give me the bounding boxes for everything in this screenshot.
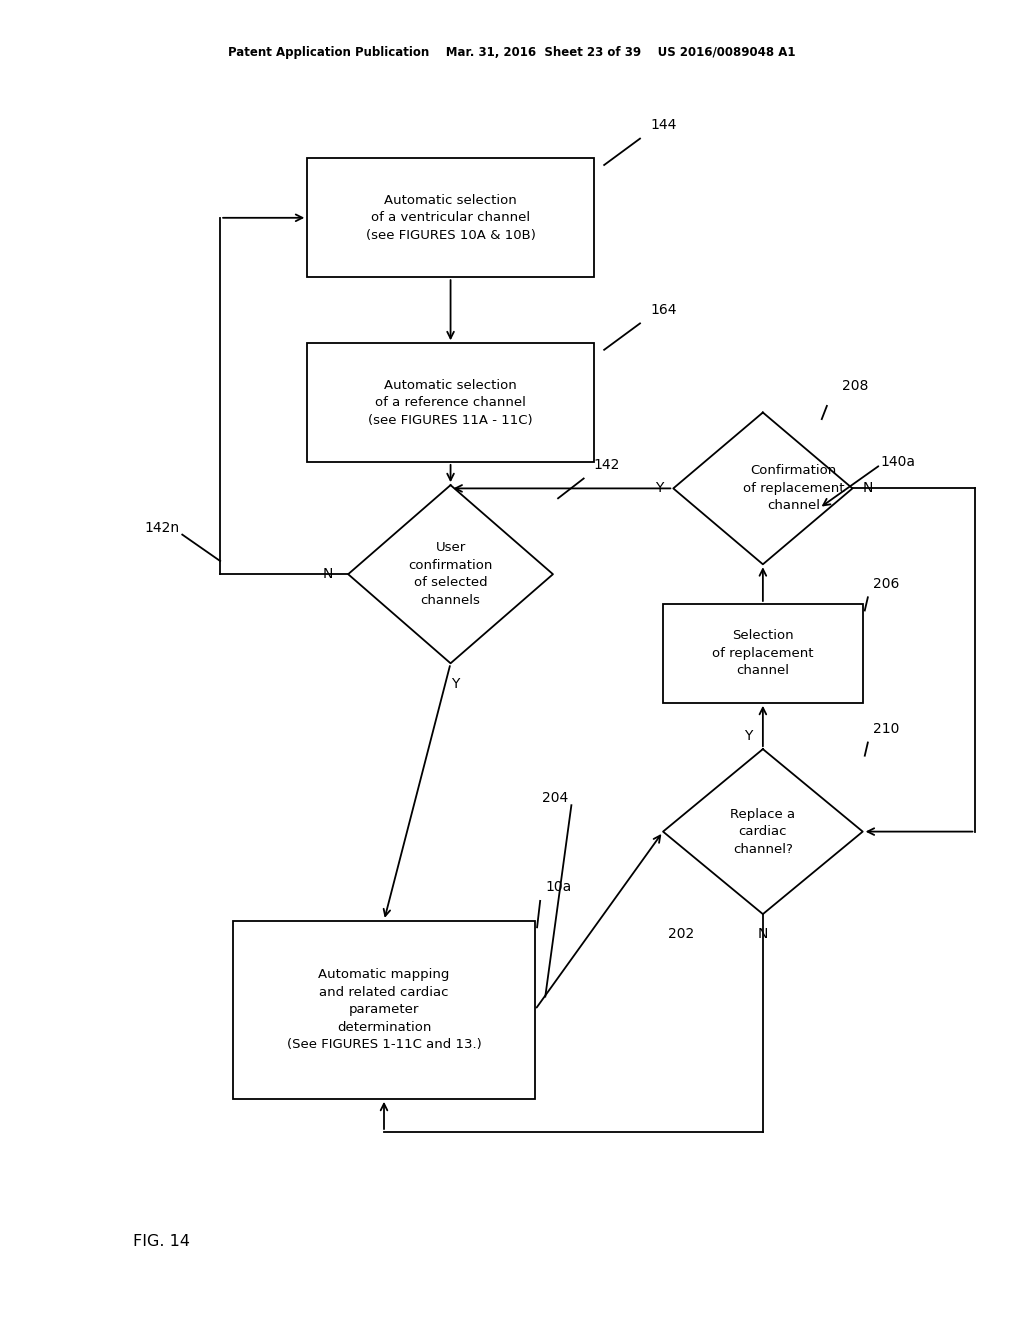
Text: Y: Y [452,677,460,690]
Text: Selection
of replacement
channel: Selection of replacement channel [712,630,814,677]
Text: 142: 142 [594,458,621,473]
Text: 210: 210 [872,722,899,737]
Text: 208: 208 [842,379,868,393]
Text: Y: Y [744,729,753,742]
Polygon shape [664,750,862,913]
Text: 10a: 10a [545,880,571,895]
Text: 144: 144 [650,117,677,132]
Text: Confirmation
of replacement
channel: Confirmation of replacement channel [742,465,845,512]
Polygon shape [674,412,852,565]
FancyBboxPatch shape [307,158,594,277]
Text: N: N [323,568,333,581]
Text: Automatic selection
of a reference channel
(see FIGURES 11A - 11C): Automatic selection of a reference chann… [369,379,532,426]
Text: 202: 202 [668,927,694,941]
Text: 140a: 140a [881,455,915,470]
Text: N: N [862,482,873,495]
FancyBboxPatch shape [664,605,862,702]
Text: Automatic selection
of a ventricular channel
(see FIGURES 10A & 10B): Automatic selection of a ventricular cha… [366,194,536,242]
Text: 204: 204 [542,791,568,805]
Text: Patent Application Publication    Mar. 31, 2016  Sheet 23 of 39    US 2016/00890: Patent Application Publication Mar. 31, … [228,46,796,59]
Text: User
confirmation
of selected
channels: User confirmation of selected channels [409,541,493,607]
Text: N: N [758,927,768,941]
Text: 164: 164 [650,302,677,317]
FancyBboxPatch shape [307,343,594,462]
Text: Replace a
cardiac
channel?: Replace a cardiac channel? [730,808,796,855]
Text: FIG. 14: FIG. 14 [133,1234,190,1249]
FancyBboxPatch shape [233,921,535,1098]
Text: 206: 206 [872,577,899,591]
Text: Y: Y [654,482,664,495]
Polygon shape [348,486,553,664]
Text: 142n: 142n [144,520,179,535]
Text: Automatic mapping
and related cardiac
parameter
determination
(See FIGURES 1-11C: Automatic mapping and related cardiac pa… [287,969,481,1051]
